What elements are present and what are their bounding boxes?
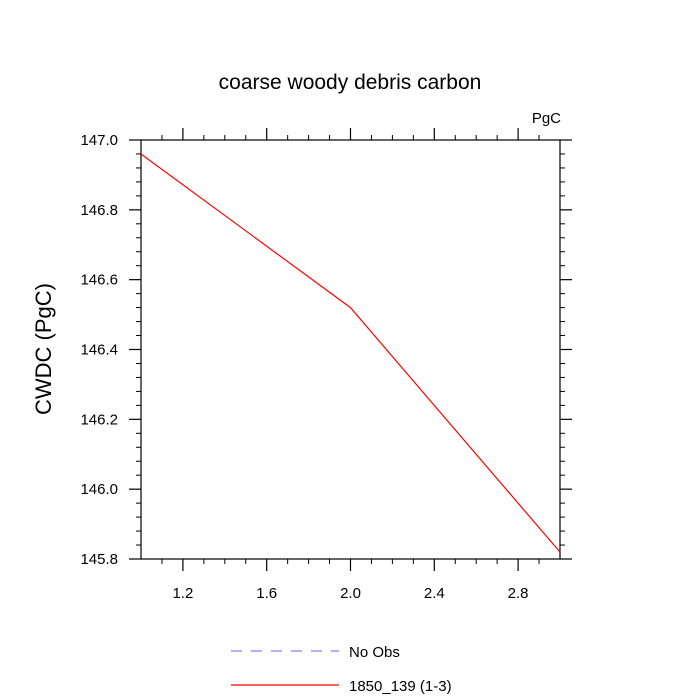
- chart-title: coarse woody debris carbon: [219, 71, 482, 94]
- x-tick-label: 2.0: [340, 585, 361, 602]
- series-layer: [140, 153, 561, 553]
- y-axis-label: CWDC (PgC): [31, 283, 56, 415]
- y-tick-label: 146.8: [80, 202, 118, 219]
- y-tick-label: 146.4: [80, 342, 118, 359]
- plot-frame: [140, 139, 561, 560]
- x-tick-label: 2.8: [508, 585, 529, 602]
- units-label: PgC: [532, 110, 561, 127]
- y-tick-label: 146.6: [80, 272, 118, 289]
- legend: No Obs 1850_139 (1-3): [231, 644, 452, 695]
- series-line: [140, 153, 561, 553]
- y-tick-label: 146.0: [80, 481, 118, 498]
- y-tick-label: 146.2: [80, 411, 118, 428]
- x-tick-label: 1.2: [172, 585, 193, 602]
- y-tick-label: 147.0: [80, 132, 118, 149]
- legend-label: No Obs: [349, 644, 400, 661]
- legend-label: 1850_139 (1-3): [349, 678, 452, 695]
- x-tick-label: 2.4: [424, 585, 445, 602]
- y-tick-label: 145.8: [80, 551, 118, 568]
- axes: 1.2 1.6 2.0 2.4 2.8 145.8 146.0 146.2 146.4 146.6…: [80, 128, 572, 602]
- x-tick-label: 1.6: [256, 585, 277, 602]
